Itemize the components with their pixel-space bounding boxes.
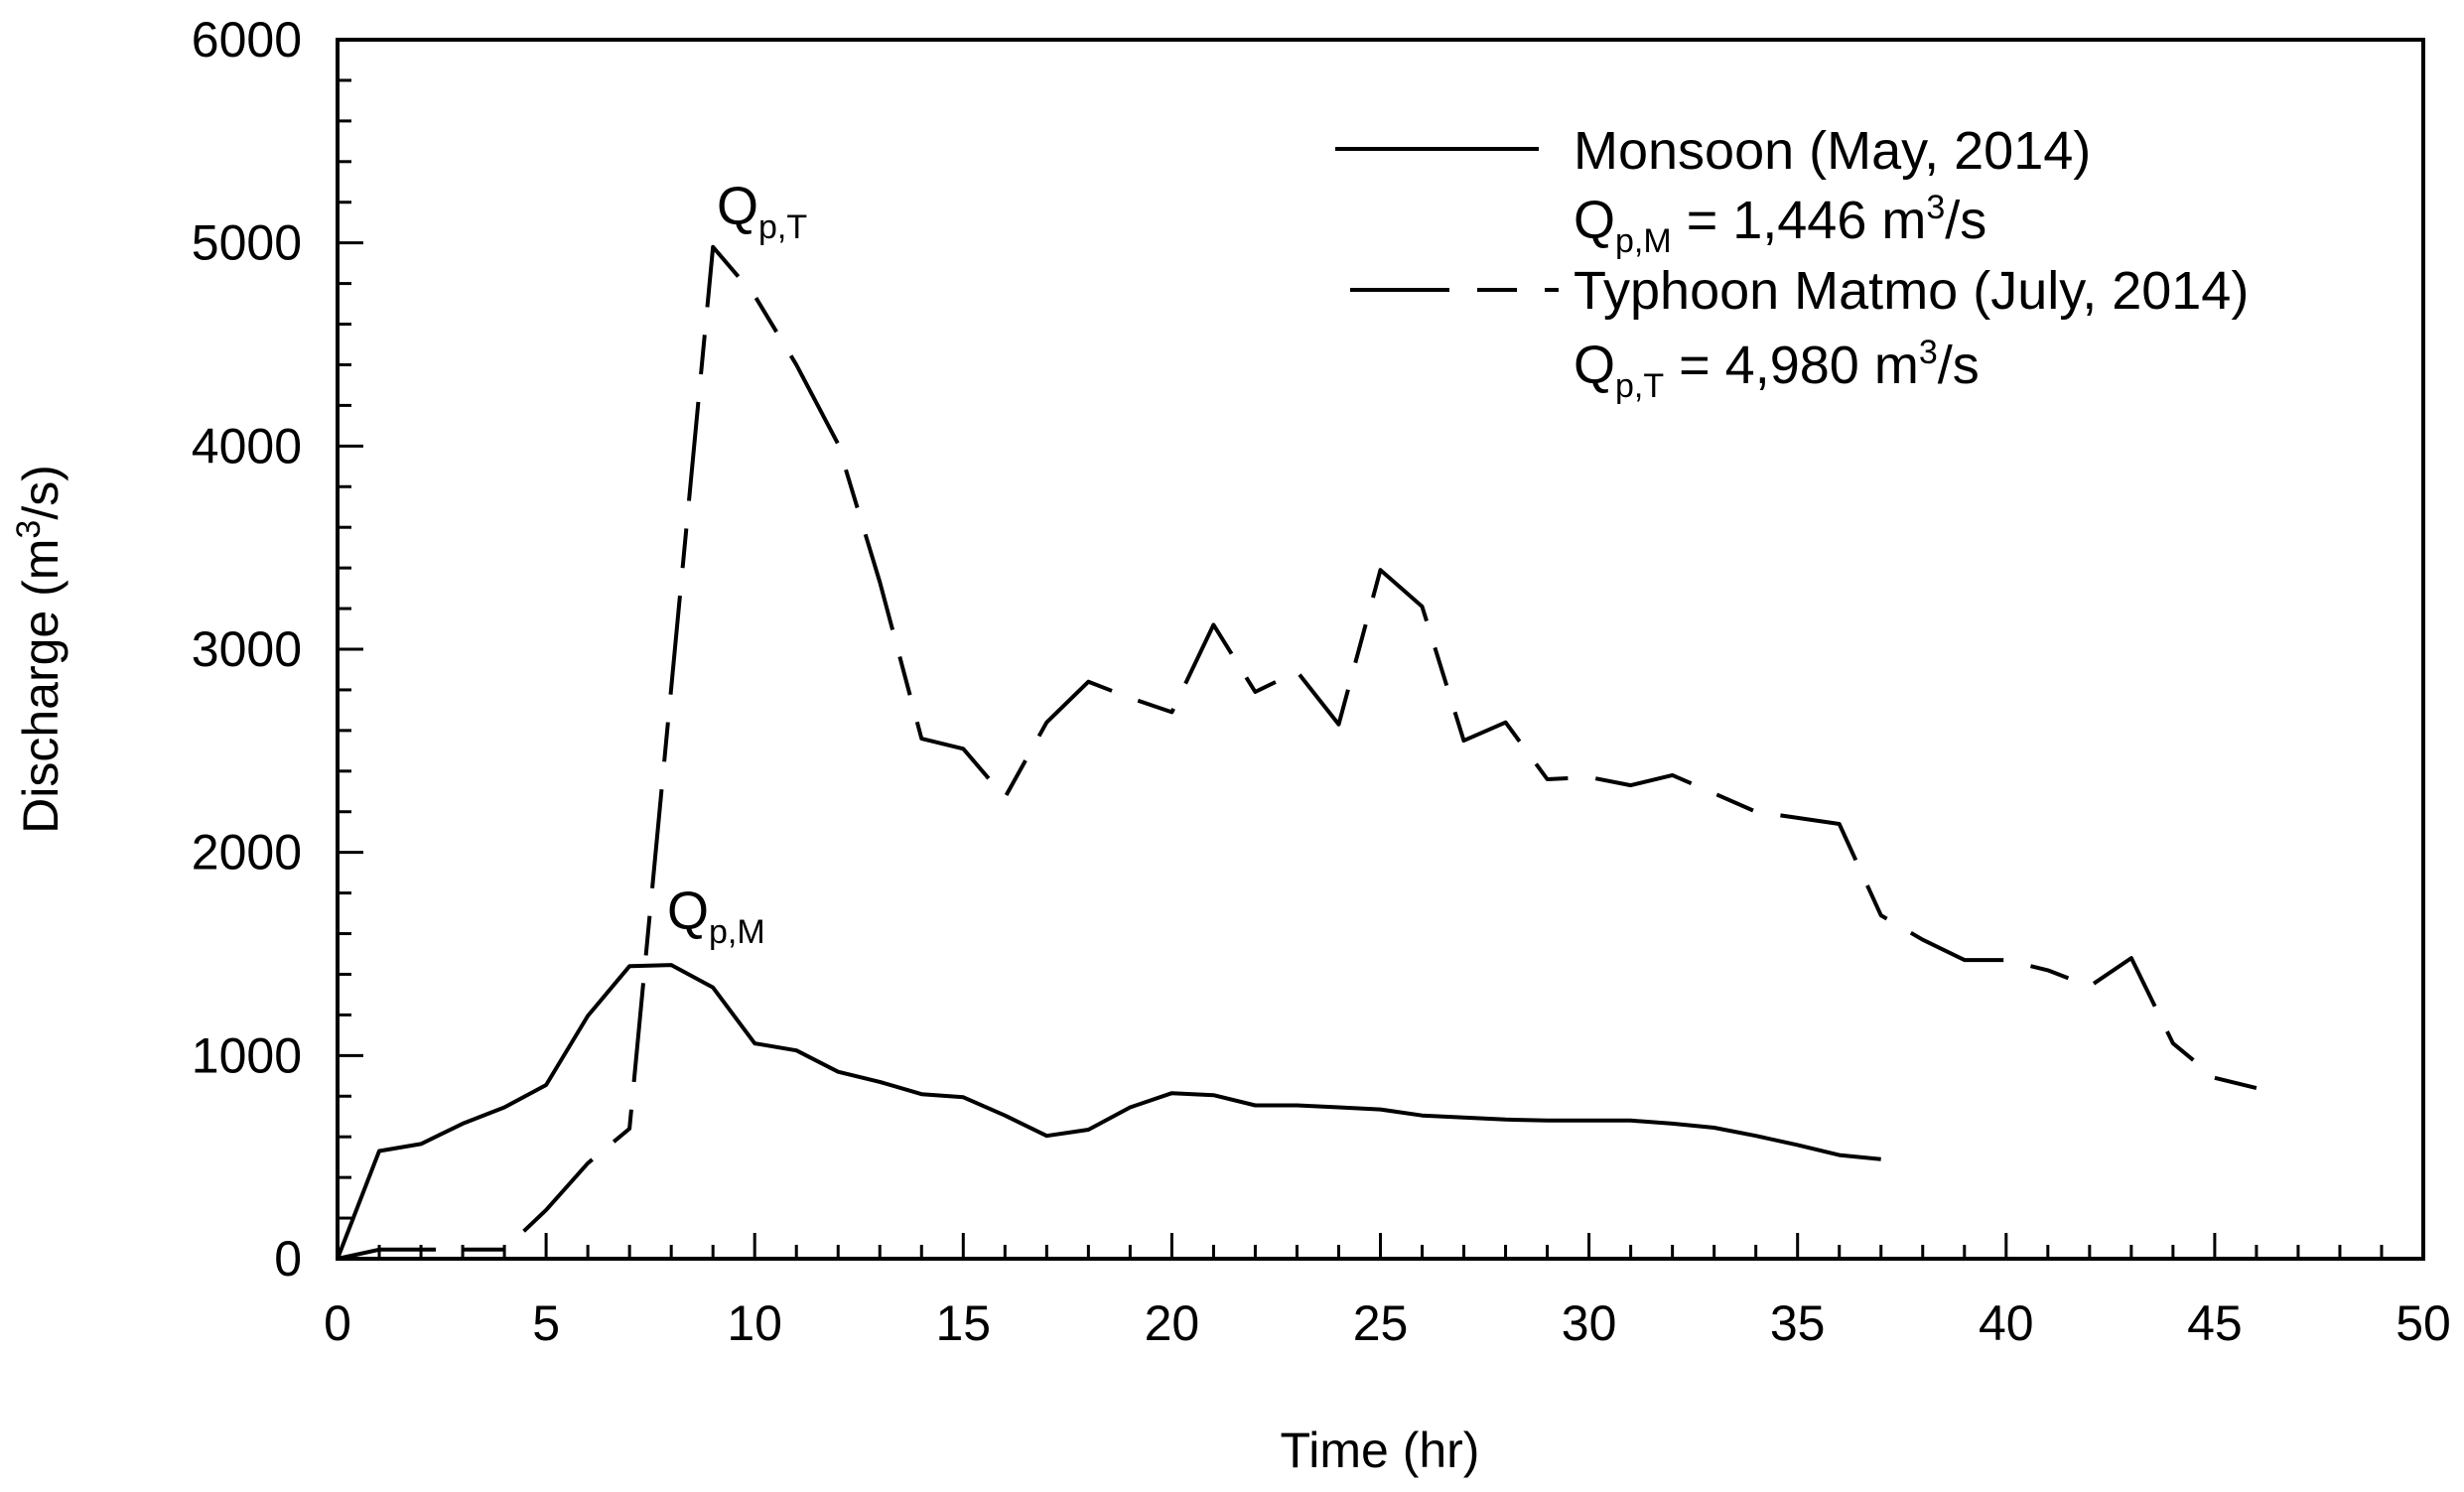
y-axis-label: Discharge (m3/s) <box>10 465 68 834</box>
peak-annotation-monsoon: Qp,M <box>667 882 765 951</box>
x-tick-label: 0 <box>324 1295 351 1351</box>
legend-label-monsoon: Monsoon (May, 2014) <box>1574 121 2091 181</box>
legend-peak-typhoon: Qp,T = 4,980 m3/s <box>1574 334 1980 405</box>
y-tick-label: 0 <box>274 1231 302 1287</box>
axis-ticks <box>336 38 2425 1261</box>
x-tick-labels: 0 5 10 15 20 25 30 35 40 45 50 <box>324 1295 2451 1351</box>
peak-annotation-typhoon: Qp,T <box>717 177 807 246</box>
x-tick-label: 15 <box>935 1295 991 1351</box>
y-tick-label: 6000 <box>192 12 302 68</box>
x-axis-label: Time (hr) <box>1281 1423 1480 1478</box>
series-group <box>336 244 2258 1261</box>
legend-label-typhoon: Typhoon Matmo (July, 2014) <box>1574 261 2249 321</box>
y-tick-label: 3000 <box>192 621 302 677</box>
plot-frame <box>336 38 2425 1261</box>
x-tick-label: 35 <box>1770 1295 1826 1351</box>
legend: Monsoon (May, 2014) Qp,M = 1,446 m3/s Ty… <box>1335 121 2249 405</box>
y-tick-label: 4000 <box>192 418 302 474</box>
x-tick-label: 5 <box>532 1295 560 1351</box>
x-tick-label: 30 <box>1562 1295 1617 1351</box>
series-line-monsoon <box>336 963 1881 1260</box>
series-line-typhoon <box>337 244 2258 1261</box>
x-tick-label: 10 <box>727 1295 782 1351</box>
x-tick-label: 50 <box>2396 1295 2451 1351</box>
x-tick-label: 45 <box>2187 1295 2243 1351</box>
y-tick-label: 2000 <box>192 825 302 881</box>
x-tick-label: 20 <box>1145 1295 1200 1351</box>
x-tick-label: 25 <box>1353 1295 1409 1351</box>
x-tick-label: 40 <box>1979 1295 2034 1351</box>
y-tick-label: 5000 <box>192 215 302 271</box>
legend-peak-monsoon: Qp,M = 1,446 m3/s <box>1574 189 1986 260</box>
y-tick-label: 1000 <box>192 1027 302 1083</box>
y-tick-labels: 0 1000 2000 3000 4000 5000 6000 <box>192 12 302 1287</box>
